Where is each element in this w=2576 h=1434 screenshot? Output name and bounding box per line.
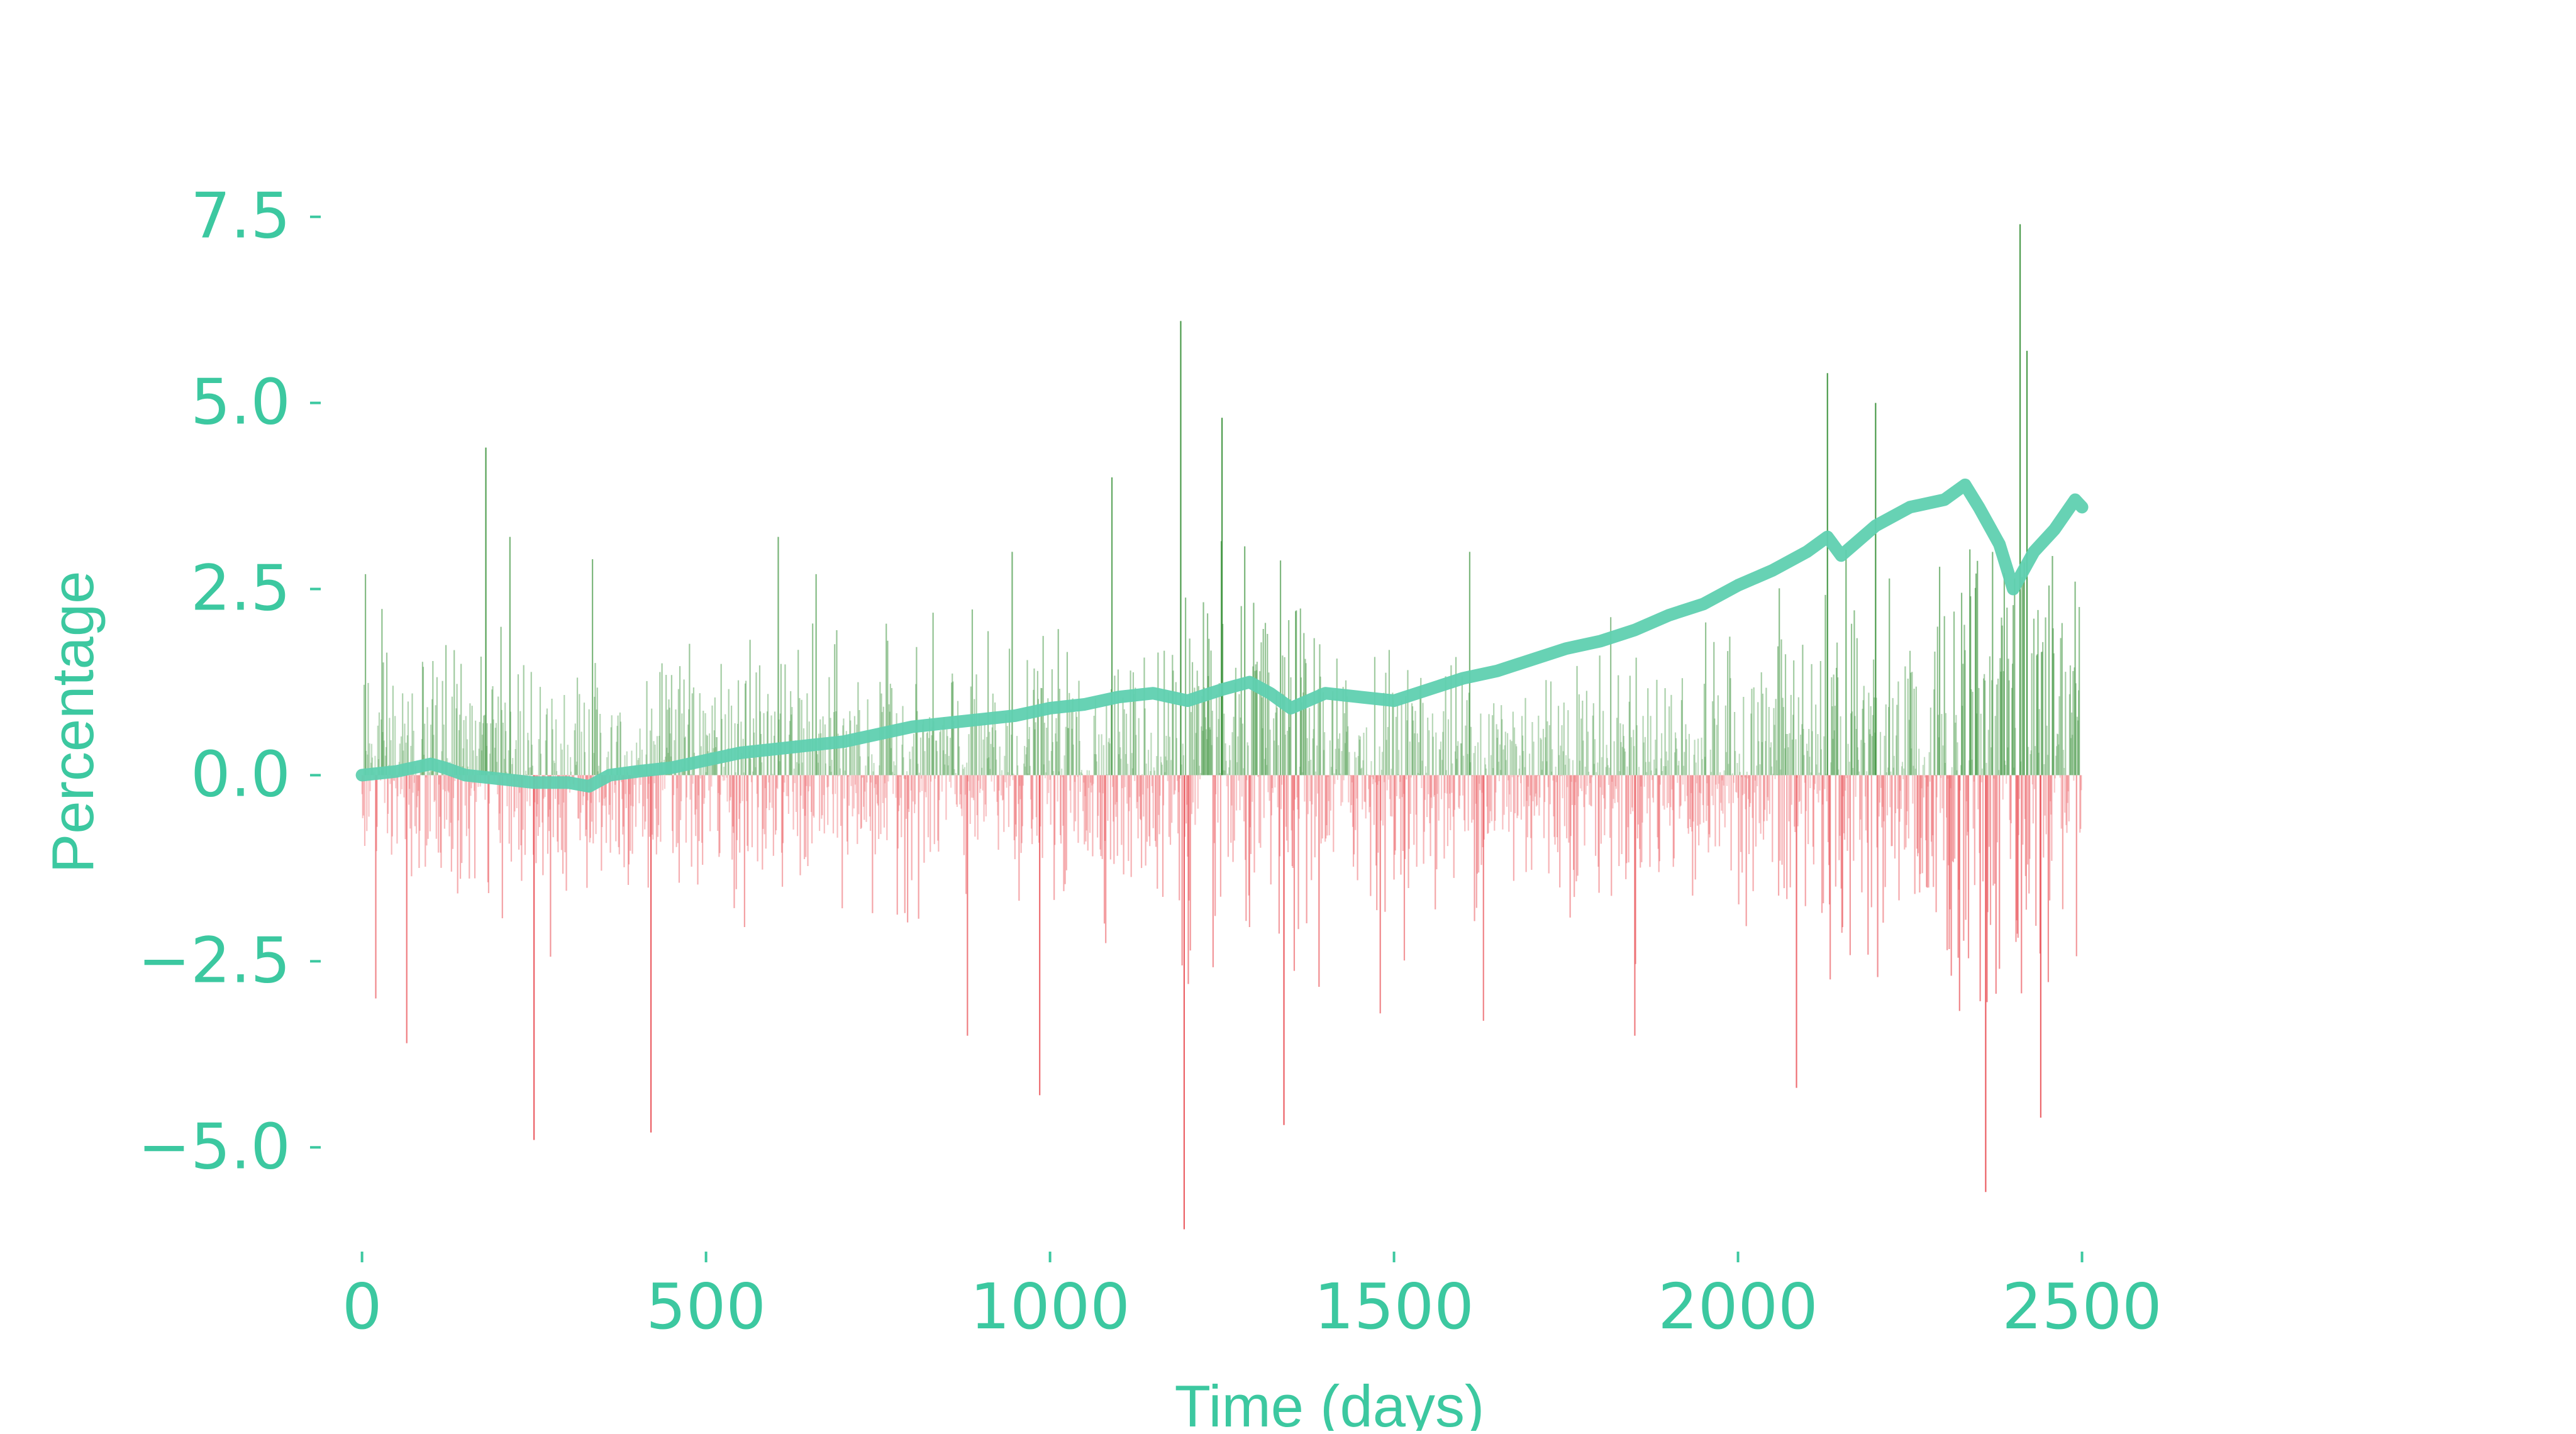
daily-return-bars	[361, 224, 2082, 1230]
y-tick-label: 7.5	[191, 179, 291, 253]
x-axis-label: Time (days)	[1175, 1373, 1485, 1431]
y-axis-label: Percentage	[40, 571, 106, 874]
y-tick-label: 0.0	[191, 737, 291, 811]
x-tick-label: 2500	[2002, 1270, 2162, 1343]
y-tick-label: −5.0	[138, 1109, 291, 1183]
y-axis: −5.0 −2.5 0.0 2.5 5.0 7.5	[138, 179, 321, 1183]
x-tick-label: 1000	[970, 1270, 1130, 1343]
x-tick-label: 500	[646, 1270, 766, 1343]
y-tick-label: 5.0	[191, 365, 291, 439]
cumulative-return-line	[355, 478, 2089, 793]
cumulative-line-layer	[355, 478, 2089, 793]
x-tick-label: 0	[342, 1270, 382, 1343]
x-tick-label: 2000	[1658, 1270, 1818, 1343]
y-tick-label: −2.5	[138, 923, 291, 997]
x-tick-label: 1500	[1314, 1270, 1474, 1343]
y-tick-label: 2.5	[191, 552, 291, 625]
x-axis: 0 500 1000 1500 2000 2500	[342, 1252, 2162, 1343]
